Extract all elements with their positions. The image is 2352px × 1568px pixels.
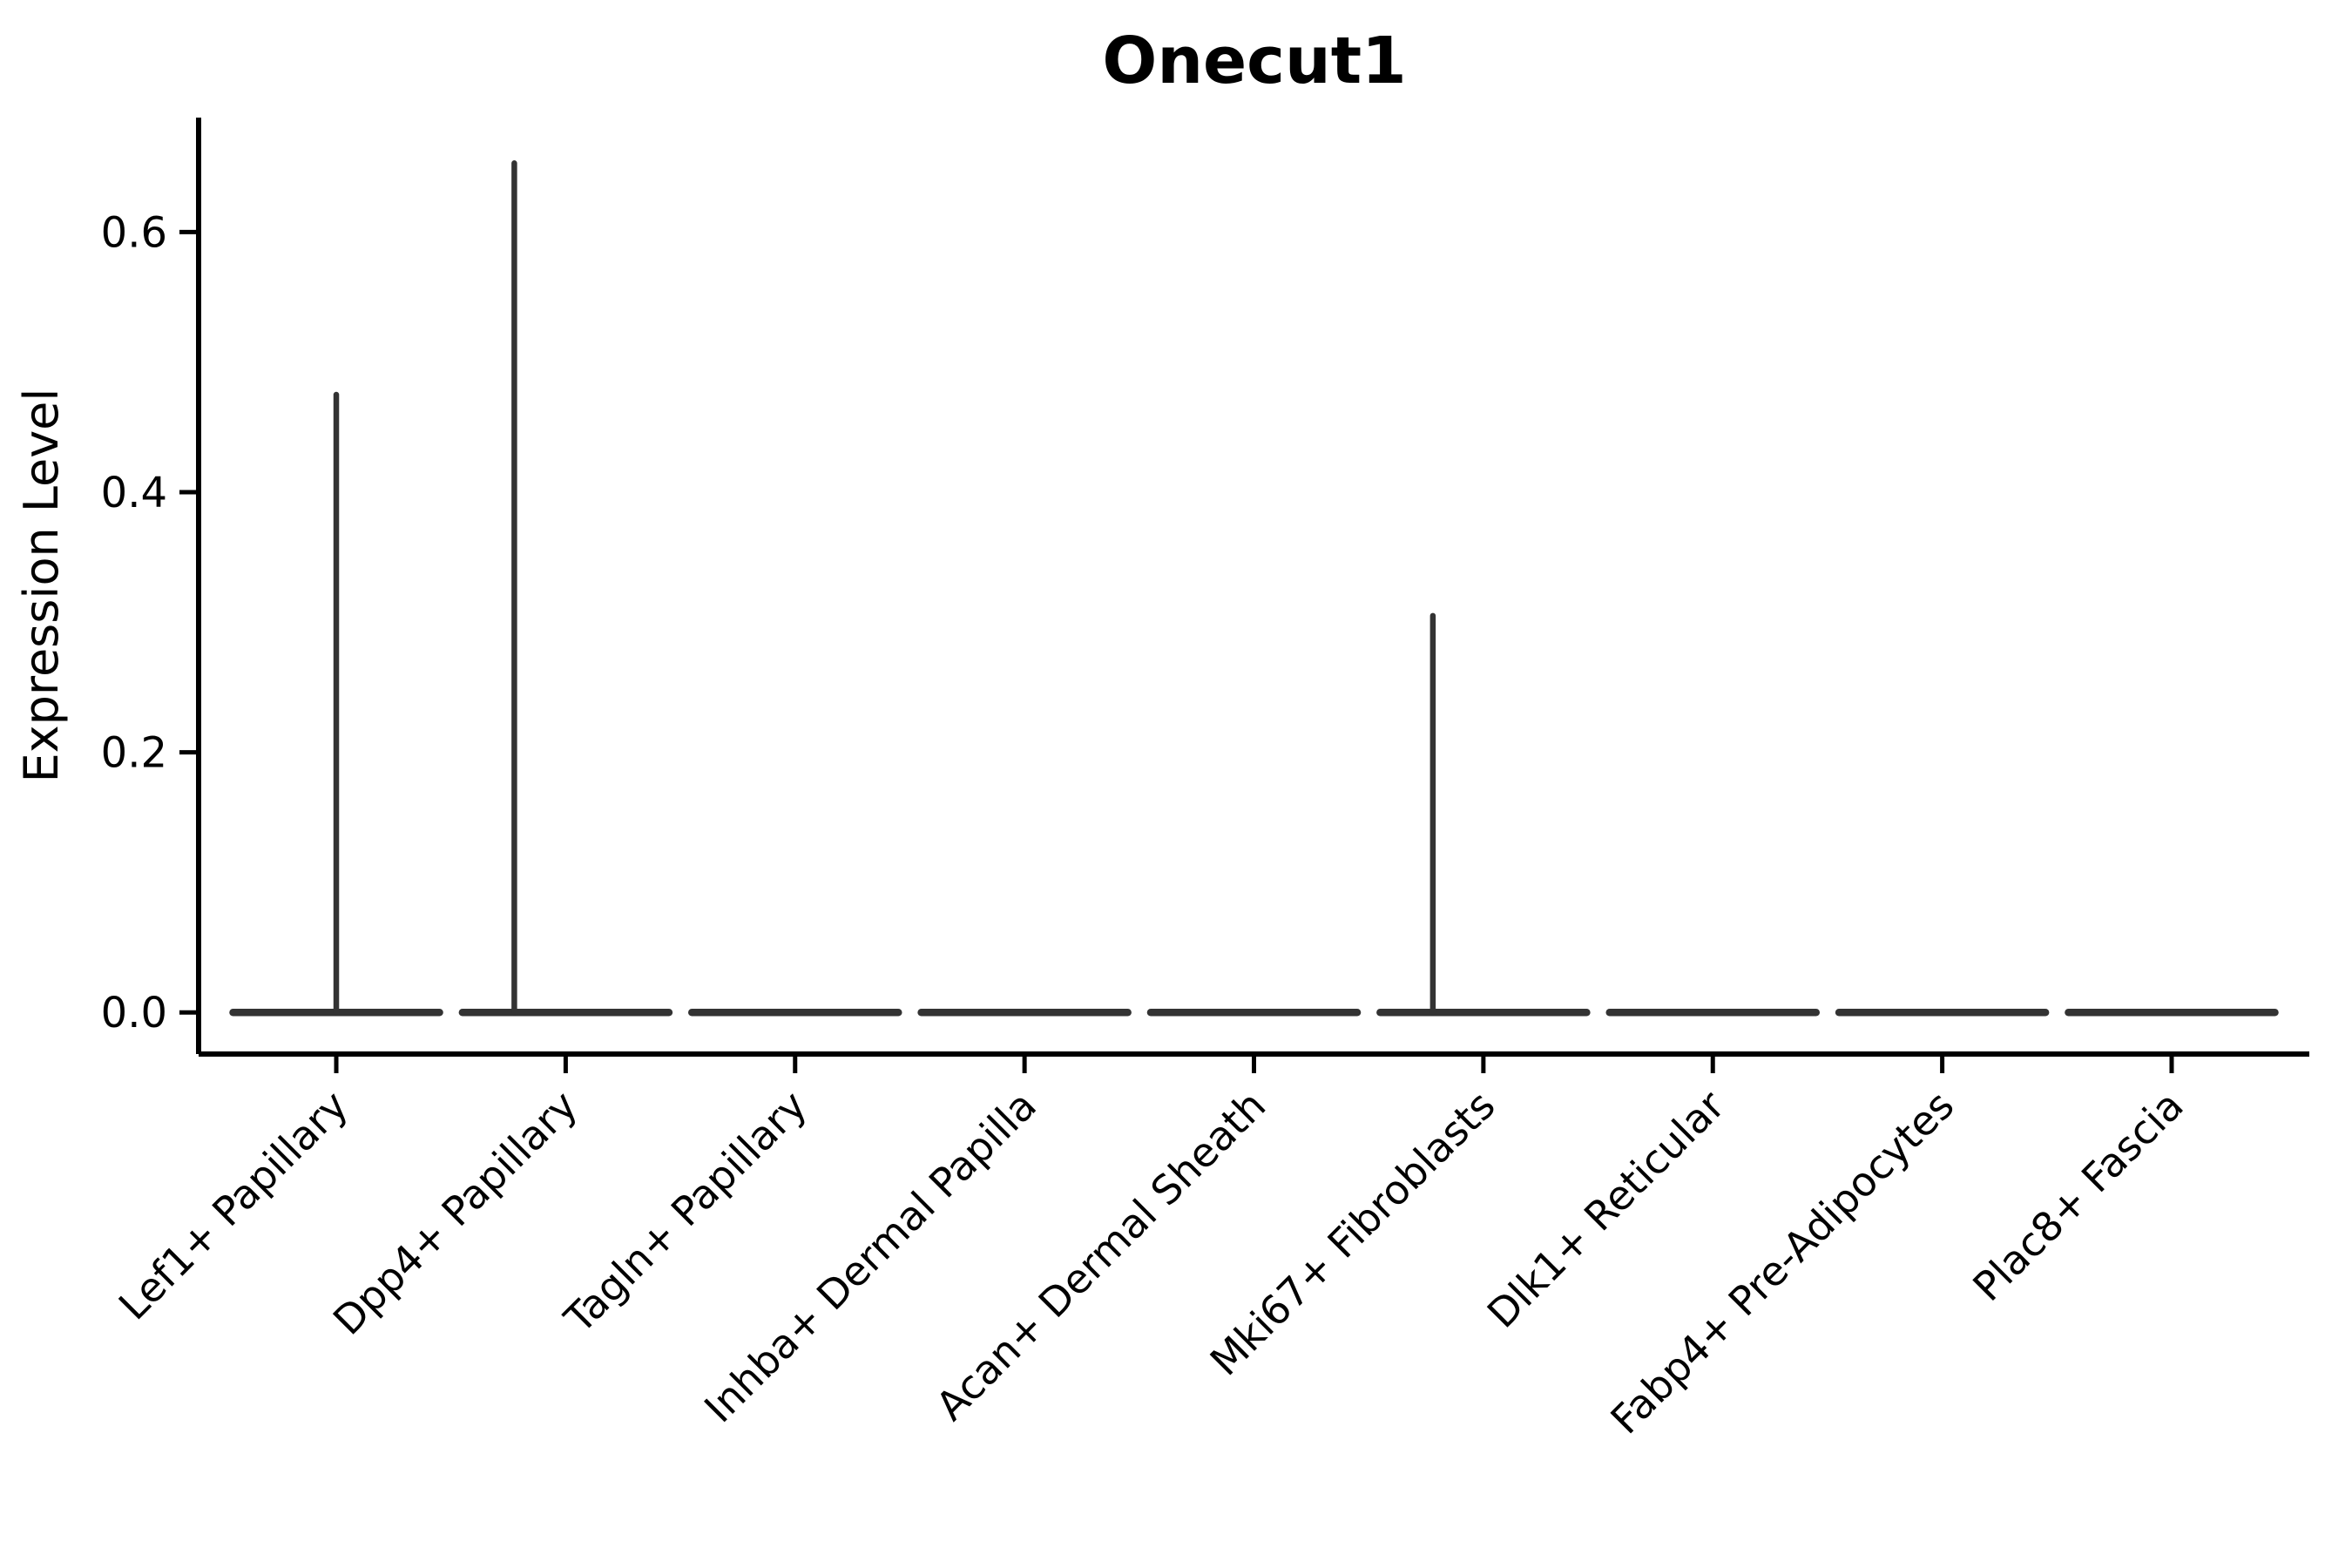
y-tick-label: 0.4 (101, 469, 167, 517)
x-tick-label: Plac8+ Fascia (1963, 1082, 2192, 1310)
x-tick-label: Lef1+ Papillary (110, 1082, 357, 1329)
x-tick-label: Dlk1+ Reticular (1478, 1082, 1734, 1337)
y-tick-label: 0.2 (101, 729, 167, 778)
y-axis-label: Expression Level (14, 389, 69, 783)
x-tick-label: Dpp4+ Papillary (324, 1082, 586, 1344)
plot-title: Onecut1 (1102, 24, 1406, 98)
y-tick-label: 0.6 (101, 208, 167, 257)
y-tick-label: 0.0 (101, 989, 167, 1037)
x-tick-label: Tagln+ Papillary (555, 1082, 816, 1343)
